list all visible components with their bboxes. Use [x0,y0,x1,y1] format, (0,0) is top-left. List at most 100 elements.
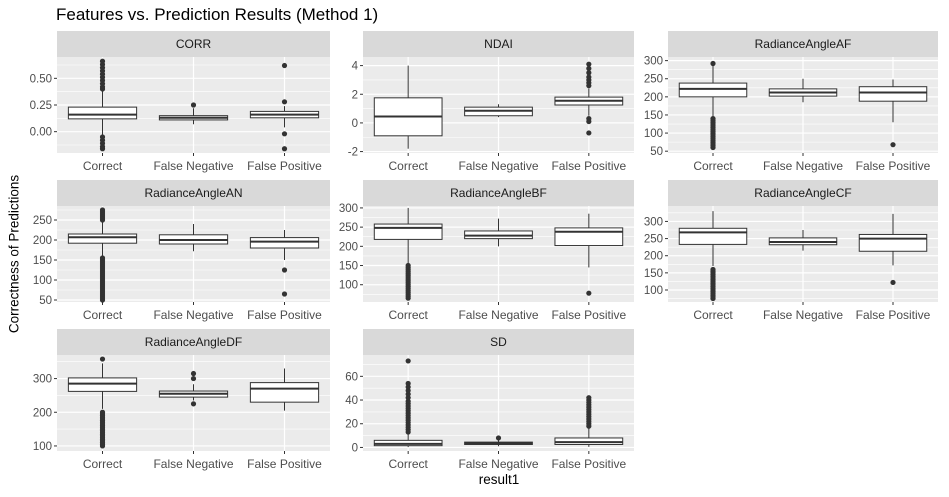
x-tick-label: Correct [388,159,428,173]
outlier-point [281,62,288,69]
facet-label-corr: CORR [176,37,212,51]
outlier-point [190,375,197,382]
y-tick-label: 100 [644,128,663,140]
y-tick-label: 250 [644,74,663,86]
facet-label-radianceanglecf: RadianceAngleCF [754,186,851,200]
y-tick-label: 0.25 [30,100,52,112]
box-false-positive [554,227,624,247]
outlier-point [710,115,716,122]
x-tick-label: Correct [388,457,428,471]
facet-strip-corr [57,31,330,57]
x-tick-label: False Positive [551,159,626,173]
y-tick-label: 150 [33,255,52,267]
outlier-point [586,65,592,72]
x-tick-label: False Positive [856,308,931,322]
facet-strip-radianceangledf [57,329,330,355]
y-tick-label: 100 [339,280,358,292]
facet-strip-radianceanglecf [668,180,938,206]
x-tick-label: Correct [693,308,733,322]
outlier-point [99,356,106,362]
y-tick-label: 0 [352,118,358,130]
x-tick-label: Correct [83,308,123,322]
y-tick-label: -2 [348,147,358,159]
x-tick-label: False Positive [551,457,626,471]
outlier-point [99,255,106,261]
outlier-point [405,384,411,390]
y-tick-label: 200 [33,235,52,247]
facet-strip-radianceangleaf [668,31,938,57]
outlier-point [586,290,592,296]
y-tick-label: 200 [644,251,663,263]
x-tick-label: False Negative [763,159,843,173]
box-correct [67,233,138,244]
y-tick-label: 250 [33,215,52,227]
y-tick-label: 300 [644,56,663,68]
y-tick-label: 40 [345,395,358,407]
outlier-point [281,99,288,105]
outlier-point [890,142,896,148]
x-tick-label: False Negative [458,159,538,173]
box-correct [67,377,138,392]
y-tick-label: 0.50 [30,73,52,85]
y-tick-label: 50 [650,146,663,158]
y-tick-label: 50 [39,295,52,307]
outlier-point [405,398,411,404]
x-tick-label: False Negative [153,457,233,471]
y-tick-label: 150 [339,261,358,273]
outlier-point [586,395,592,401]
x-tick-label: Correct [83,159,123,173]
y-tick-label: 200 [644,92,663,104]
y-tick-label: 100 [644,285,663,297]
outlier-point [710,266,716,273]
outlier-point [281,131,288,137]
x-axis-label: result1 [478,472,520,487]
box-correct [67,106,138,120]
facet-label-radianceanglean: RadianceAngleAN [144,186,242,200]
y-tick-label: 4 [352,61,359,73]
y-tick-label: 100 [33,441,52,453]
facet-strip-ndai [363,31,634,57]
outlier-point [99,409,106,415]
facet-label-radianceangledf: RadianceAngleDF [145,335,242,349]
x-tick-label: Correct [83,457,123,471]
outlier-point [190,370,197,377]
outlier-point [281,146,288,152]
outlier-point [586,118,592,125]
x-tick-label: False Positive [856,159,931,173]
facet-label-sd: SD [490,335,507,349]
outlier-point [190,102,197,108]
facet-label-radianceanglebf: RadianceAngleBF [450,186,547,200]
x-tick-label: False Positive [247,159,322,173]
outlier-point [405,395,411,401]
y-tick-label: 300 [33,374,52,386]
y-tick-label: 300 [339,203,358,215]
box-false-positive [858,233,928,252]
x-tick-label: False Positive [247,308,322,322]
y-tick-label: 200 [339,241,358,253]
outlier-point [405,380,411,387]
outlier-point [281,267,288,273]
x-tick-label: False Positive [247,457,322,471]
y-tick-label: 300 [644,216,663,228]
box-correct [678,82,748,98]
y-tick-label: 0.00 [30,127,52,139]
outlier-point [190,401,197,407]
outlier-point [586,61,592,67]
outlier-point [405,358,411,364]
y-tick-label: 60 [345,371,358,383]
y-tick-label: 250 [339,222,358,234]
y-tick-label: 20 [345,419,358,431]
box-correct [373,223,443,240]
outlier-point [405,262,411,269]
x-tick-label: False Negative [763,308,843,322]
x-tick-label: False Negative [458,457,538,471]
y-tick-label: 150 [644,110,663,122]
outlier-point [586,74,592,80]
outlier-point [99,207,106,213]
facet-label-radianceangleaf: RadianceAngleAF [755,37,852,51]
box-correct [678,227,748,245]
outlier-point [710,60,716,67]
y-tick-label: 250 [644,234,663,246]
x-tick-label: Correct [693,159,733,173]
